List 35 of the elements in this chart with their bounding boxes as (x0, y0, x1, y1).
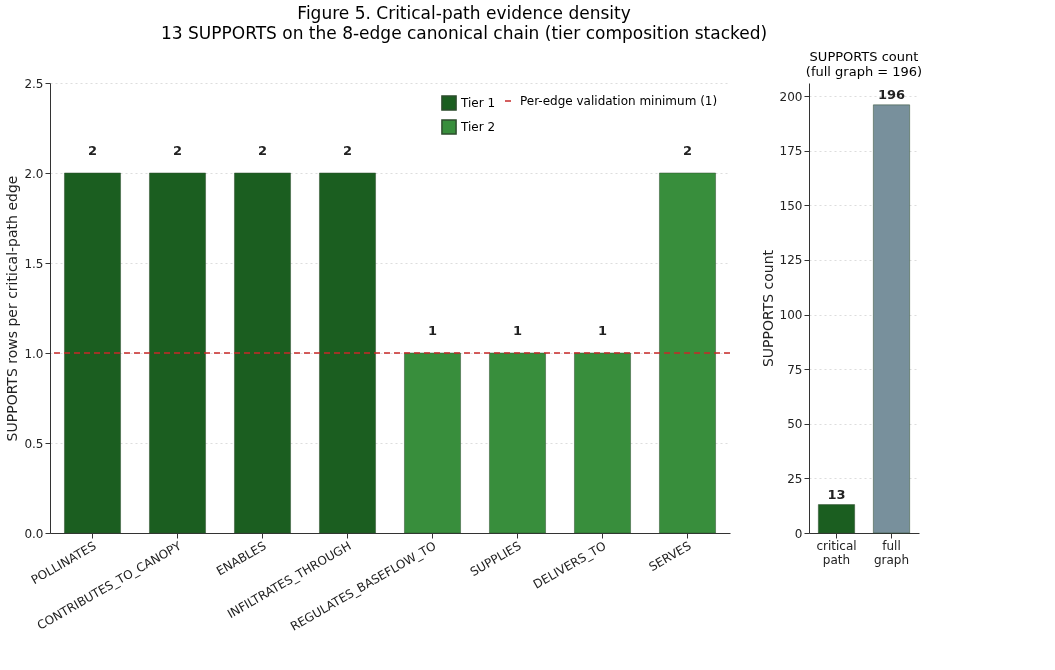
y-tick-label: 150 (779, 198, 803, 213)
y-tick-label: 0.0 (24, 526, 44, 541)
data-label: 13 (827, 486, 846, 502)
y-tick-label: 125 (779, 253, 803, 268)
x-tick-label: critical path (816, 538, 857, 567)
y-tick-label: 1.5 (24, 256, 44, 271)
legend-label: Tier 2 (460, 120, 496, 134)
total-label: 1 (597, 323, 608, 338)
y-tick-label: 75 (787, 362, 803, 377)
total-label: 2 (342, 143, 353, 158)
total-label: 2 (257, 143, 268, 158)
legend-label: Tier 1 (460, 96, 496, 110)
y-axis-title: SUPPORTS count (759, 249, 776, 368)
chart-title: Figure 5. Critical-path evidence density (297, 3, 631, 23)
total-label: 2 (87, 143, 98, 158)
total-label: 2 (172, 143, 183, 158)
total-label: 2 (682, 143, 693, 158)
legend-label: Per-edge validation minimum (1) (520, 94, 718, 108)
y-tick-label: 200 (779, 89, 803, 104)
y-tick-label: 2.0 (24, 166, 44, 181)
total-label: 1 (427, 323, 438, 338)
y-axis-title: SUPPORTS rows per critical-path edge (4, 175, 21, 442)
y-tick-label: 1.0 (24, 346, 44, 361)
y-tick-label: 175 (779, 144, 803, 159)
x-tick-label: full graph (873, 538, 910, 567)
y-tick-label: 0 (794, 526, 803, 541)
chart-subtitle: 13 SUPPORTS on the 8-edge canonical chain (tier composition stacked) (160, 23, 768, 43)
y-tick-label: 25 (787, 471, 803, 486)
chart-title: SUPPORTS count (full graph = 196) (805, 49, 923, 79)
y-tick-label: 0.5 (24, 436, 44, 451)
y-tick-label: 50 (787, 417, 803, 432)
y-tick-label: 100 (779, 308, 803, 323)
total-label: 1 (512, 323, 523, 338)
y-tick-label: 2.5 (24, 76, 44, 91)
data-label: 196 (877, 86, 906, 102)
